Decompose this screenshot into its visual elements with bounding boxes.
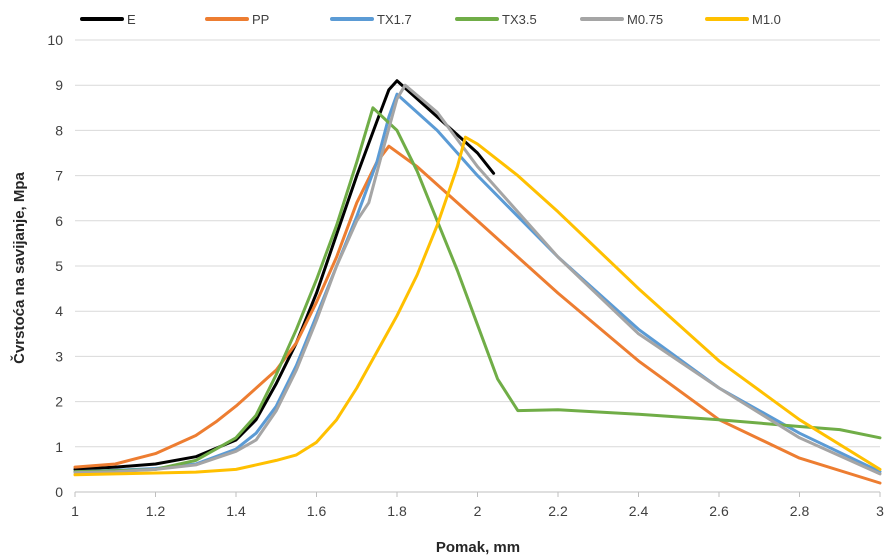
- x-tick-label: 2: [474, 503, 482, 519]
- legend-item: M0.75: [580, 12, 663, 27]
- grid: [75, 39, 880, 448]
- x-tick-label: 1: [71, 503, 79, 519]
- y-tick-labels: 0 1 2 3 4 5 6 7 8 9 10: [47, 32, 63, 500]
- y-tick-label: 6: [55, 213, 63, 229]
- x-tick-label: 2.8: [790, 503, 810, 519]
- legend-label: M0.75: [627, 12, 663, 27]
- x-axis-title: Pomak, mm: [436, 539, 520, 556]
- y-tick-label: 9: [55, 77, 63, 93]
- x-tick-label: 3: [876, 503, 884, 519]
- legend-label: E: [127, 12, 136, 27]
- x-tick-label: 1.2: [146, 503, 166, 519]
- y-tick-label: 1: [55, 439, 63, 455]
- legend-label: PP: [252, 12, 269, 27]
- series-line-m1-0: [73, 135, 882, 477]
- legend-item: E: [80, 12, 136, 27]
- y-tick-label: 2: [55, 394, 63, 410]
- y-tick-label: 7: [55, 168, 63, 184]
- x-tick-label: 1.4: [226, 503, 246, 519]
- series-line-tx1-7: [73, 92, 882, 474]
- series-line-m0-75: [73, 83, 882, 476]
- series-line-tx3-5: [73, 106, 882, 474]
- series-line-e: [73, 79, 496, 471]
- x-tick-label: 1.8: [387, 503, 407, 519]
- legend-item: M1.0: [705, 12, 781, 27]
- series-lines: [73, 79, 882, 485]
- axes: [74, 491, 881, 497]
- legend: E PP TX1.7 TX3.5 M0.75 M1.0: [80, 12, 781, 27]
- y-tick-label: 3: [55, 348, 63, 364]
- x-tick-label: 2.2: [548, 503, 568, 519]
- x-tick-labels: 1 1.2 1.4 1.6 1.8 2 2.2 2.4 2.6 2.8 3: [71, 503, 884, 519]
- legend-item: TX1.7: [330, 12, 412, 27]
- legend-item: PP: [205, 12, 269, 27]
- series-line-pp: [73, 144, 882, 485]
- y-tick-label: 0: [55, 484, 63, 500]
- y-tick-label: 8: [55, 122, 63, 138]
- y-axis-title: Čvrstoća na savijanje, Mpa: [10, 171, 28, 363]
- legend-label: M1.0: [752, 12, 781, 27]
- x-tick-label: 1.6: [307, 503, 327, 519]
- y-tick-label: 10: [47, 32, 63, 48]
- x-tick-label: 2.4: [629, 503, 649, 519]
- legend-item: TX3.5: [455, 12, 537, 27]
- legend-label: TX3.5: [502, 12, 537, 27]
- y-tick-label: 5: [55, 258, 63, 274]
- legend-label: TX1.7: [377, 12, 412, 27]
- x-tick-label: 2.6: [709, 503, 729, 519]
- y-tick-label: 4: [55, 303, 63, 319]
